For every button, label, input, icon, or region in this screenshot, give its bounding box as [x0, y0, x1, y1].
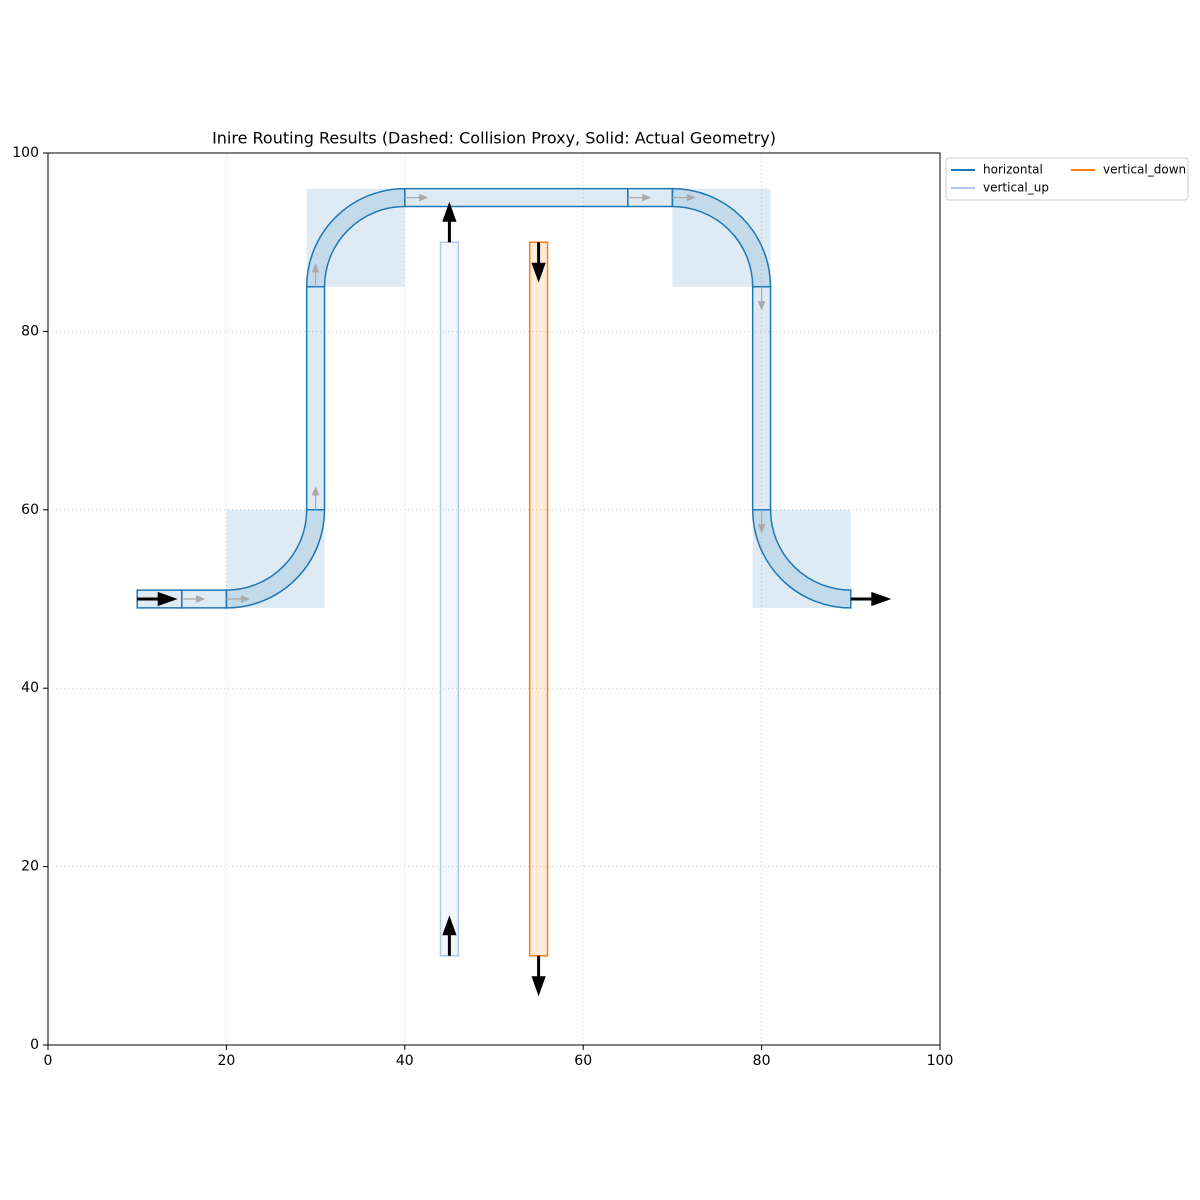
chart-title: Inire Routing Results (Dashed: Collision…: [212, 129, 776, 148]
direction-arrow: [757, 286, 766, 311]
port-arrow: [850, 591, 892, 607]
x-tick-label: 20: [217, 1053, 235, 1069]
direction-arrow: [226, 595, 250, 603]
straight-segment: [528, 241, 549, 957]
port-arrow: [442, 915, 457, 956]
legend-label: horizontal: [983, 163, 1043, 177]
y-tick-label: 40: [21, 680, 39, 696]
legend: horizontal vertical_up vertical_down: [945, 157, 1189, 201]
y-tick-label: 100: [12, 145, 39, 161]
x-tick-label: 60: [574, 1053, 592, 1069]
x-tick-label: 100: [927, 1053, 954, 1069]
direction-arrow: [181, 595, 206, 603]
direction-arrow: [627, 193, 652, 202]
collision-proxy: [226, 509, 325, 608]
plot-frame: [47, 152, 941, 1046]
straight-segment: [439, 241, 460, 957]
collision-proxy: [306, 188, 405, 287]
port-arrow: [531, 955, 546, 997]
x-tick-label: 0: [44, 1053, 53, 1069]
direction-arrow: [672, 193, 696, 202]
port-arrow: [137, 591, 178, 607]
legend-label: vertical_up: [983, 181, 1049, 195]
port-arrow: [442, 201, 457, 243]
straight-segment: [404, 187, 629, 208]
straight-segment: [305, 286, 326, 511]
legend-label: vertical_down: [1103, 163, 1186, 177]
collision-proxy: [672, 188, 771, 287]
y-tick-label: 20: [21, 859, 39, 875]
direction-arrow: [311, 263, 320, 287]
bend-segment: [751, 509, 852, 609]
collision-proxy: [752, 509, 851, 608]
direction-arrow: [757, 509, 766, 534]
straight-segment: [751, 286, 772, 511]
x-tick-label: 80: [753, 1053, 771, 1069]
direction-arrow: [311, 486, 320, 510]
y-tick-label: 60: [21, 502, 39, 518]
legend-box: [945, 157, 1189, 201]
direction-arrow: [404, 193, 429, 202]
port-arrow: [531, 242, 546, 283]
y-tick-label: 0: [30, 1037, 39, 1053]
y-tick-label: 80: [21, 323, 39, 339]
x-tick-label: 40: [396, 1053, 414, 1069]
